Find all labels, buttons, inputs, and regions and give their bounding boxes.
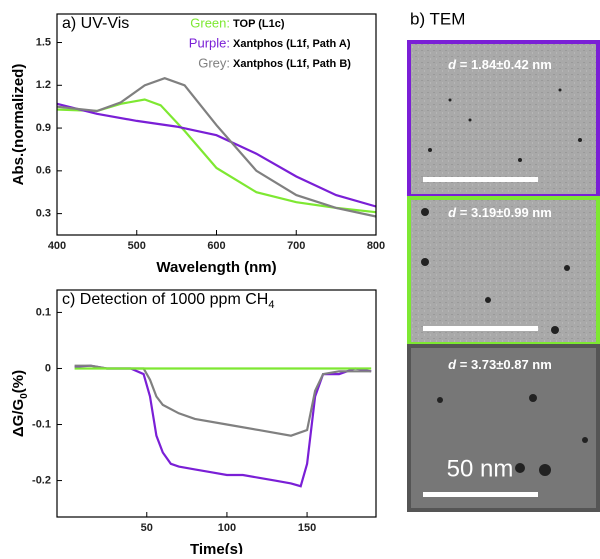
chart-title-sub: 4 [268,299,274,311]
y-tick-label: 1.5 [36,36,51,48]
tem-image [409,42,598,196]
series-line [56,102,377,208]
tem-title: b) TEM [410,9,465,28]
y-axis-label: Abs.(normalized) [10,64,27,186]
x-axis-label: Time(s) [190,541,243,554]
series-line [74,364,372,488]
x-tick-label: 150 [298,522,316,534]
tem-image [409,346,598,510]
y-tick-label: 0 [45,362,51,374]
plot-frame [56,13,377,236]
y-tick-label: 1.2 [36,79,51,91]
x-tick-label: 800 [367,240,385,252]
legend-prefix: Grey: [198,55,230,70]
legend-label: Xantphos (L1f, Path B) [233,58,351,70]
size-label: d = 3.73±0.87 nm [448,357,552,372]
scale-bar [423,492,538,497]
y-axis-label-main: ΔG/G [10,399,27,437]
x-tick-label: 600 [207,240,225,252]
size-symbol: d [448,357,457,372]
size-text: = 1.84±0.42 nm [460,57,552,72]
y-tick-label: 0.1 [36,306,51,318]
x-tick-label: 400 [48,240,66,252]
plot-frame [56,289,377,518]
series-line [56,77,377,218]
size-text: = 3.19±0.99 nm [460,205,552,220]
chart-title: c) Detection of 1000 ppm CH4 [62,291,274,311]
y-axis-label-sub: 0 [19,393,30,399]
y-tick-label: 0.6 [36,165,51,177]
particles [421,88,588,476]
tem-border [407,344,600,512]
y-axis-label-main: Abs.(normalized) [10,64,27,186]
tem-image [409,198,598,344]
series-line [56,98,377,214]
size-label: d = 3.19±0.99 nm [448,205,552,220]
legend-label: TOP (L1c) [233,18,285,30]
x-tick-label: 100 [218,522,236,534]
y-tick-label: 0.3 [36,208,51,220]
y-tick-label: 0.9 [36,122,51,134]
tem-images [407,40,600,512]
y-tick-label: -0.1 [32,418,51,430]
y-tick-label: -0.2 [32,474,51,486]
y-axis-label: ΔG/G0(%) [10,370,30,437]
scale-bar [423,177,538,182]
scale-bar [423,326,538,331]
chart-title-main: c) Detection of 1000 ppm CH [62,291,268,308]
x-tick-label: 50 [141,522,153,534]
x-axis-label: Wavelength (nm) [156,259,276,276]
size-label: d = 1.84±0.42 nm [448,57,552,72]
x-tick-label: 700 [287,240,305,252]
legend-prefix: Green: [190,15,230,30]
size-symbol: d [448,205,457,220]
legend-label: Xantphos (L1f, Path A) [233,38,351,50]
series-line [74,364,372,437]
chart-title: a) UV-Vis [62,15,129,32]
scale-label: 50 nm [447,455,514,482]
legend-prefix: Purple: [189,35,230,50]
x-tick-label: 500 [128,240,146,252]
y-axis-label-end: (%) [10,370,27,393]
chart-title-main: a) UV-Vis [62,15,129,32]
size-text: = 3.73±0.87 nm [460,357,552,372]
size-symbol: d [448,57,457,72]
